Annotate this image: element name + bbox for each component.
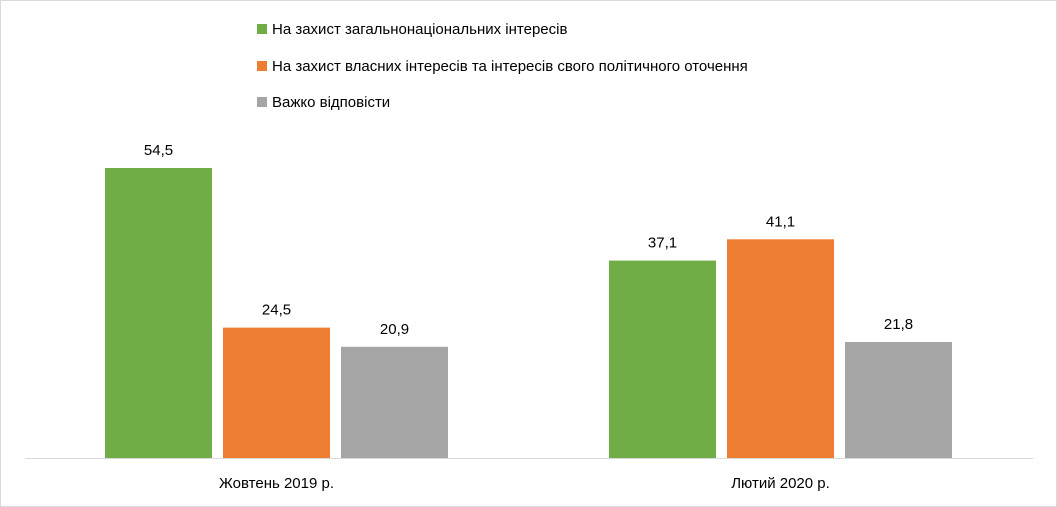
legend-swatch bbox=[257, 97, 267, 107]
legend-label: На захист власних інтересів та інтересів… bbox=[272, 58, 748, 75]
legend-swatch bbox=[257, 61, 267, 71]
data-label: 41,1 bbox=[766, 213, 795, 230]
data-label: 24,5 bbox=[262, 302, 291, 319]
bar bbox=[341, 346, 448, 458]
bar bbox=[845, 342, 952, 458]
data-label: 20,9 bbox=[380, 321, 409, 338]
data-label: 37,1 bbox=[648, 235, 677, 252]
bar bbox=[105, 168, 212, 458]
data-label: 21,8 bbox=[884, 316, 913, 333]
legend-swatch bbox=[257, 24, 267, 34]
bar bbox=[223, 327, 330, 458]
data-label: 54,5 bbox=[144, 142, 173, 159]
x-tick-label: Лютий 2020 р. bbox=[731, 475, 830, 492]
x-tick-label: Жовтень 2019 р. bbox=[219, 475, 334, 492]
legend-label: Важко відповісти bbox=[272, 94, 390, 111]
bar bbox=[609, 260, 716, 458]
bar bbox=[727, 239, 834, 458]
legend-label: На захист загальнонаціональних інтересів bbox=[272, 21, 567, 38]
